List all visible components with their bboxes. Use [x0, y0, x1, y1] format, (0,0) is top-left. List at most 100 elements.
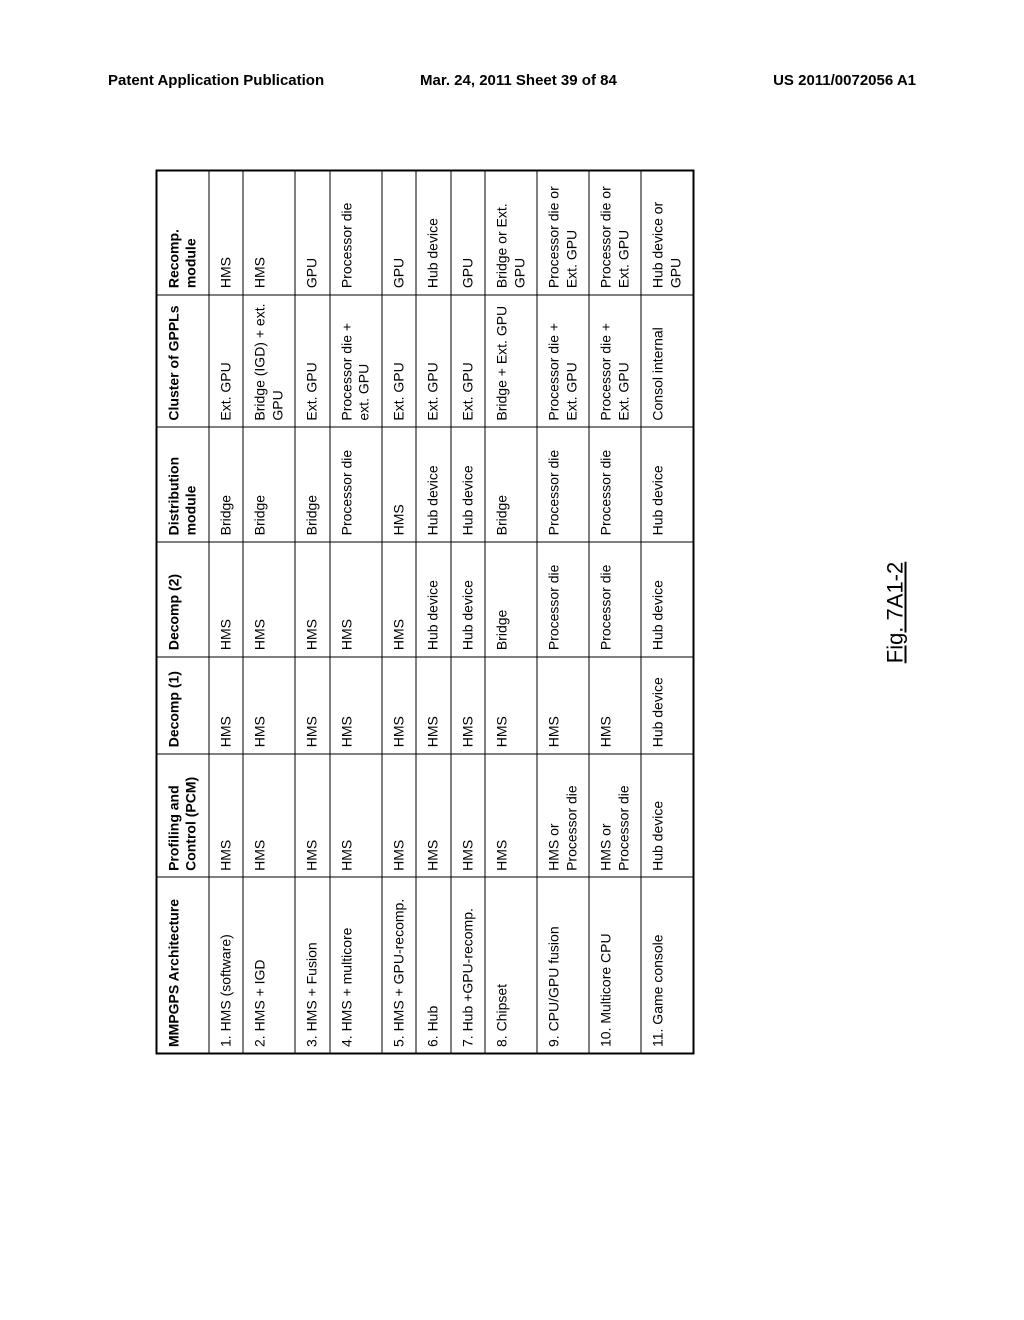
cell: 8. Chipset [485, 877, 537, 1054]
cell: Bridge [295, 427, 330, 542]
cell: GPU [382, 171, 417, 295]
cell: HMS [295, 657, 330, 754]
cell: 1. HMS (software) [209, 877, 244, 1054]
cell: Bridge [485, 542, 537, 657]
cell: HMS [243, 171, 295, 295]
cell: HMS [589, 657, 641, 754]
cell: HMS [485, 754, 537, 878]
table-row: 4. HMS + multicoreHMSHMSHMSProcessor die… [330, 171, 382, 1054]
cell: HMS [382, 657, 417, 754]
cell: Bridge [243, 427, 295, 542]
cell: Hub device [416, 427, 451, 542]
cell: HMS [209, 171, 244, 295]
cell: Ext. GPU [451, 295, 486, 427]
cell: Processor die [537, 427, 589, 542]
col-header: Recomp. module [156, 171, 209, 295]
cell: Hub device [641, 657, 694, 754]
cell: HMS [451, 657, 486, 754]
cell: HMS or Processor die [537, 754, 589, 878]
cell: Bridge [209, 427, 244, 542]
cell: HMS [295, 542, 330, 657]
cell: HMS [243, 657, 295, 754]
architecture-table: MMPGPS Architecture Profiling and Contro… [155, 170, 695, 1055]
cell: Processor die or Ext. GPU [537, 171, 589, 295]
table-row: 2. HMS + IGDHMSHMSHMSBridgeBridge (IGD) … [243, 171, 295, 1054]
table-row: 8. ChipsetHMSHMSBridgeBridgeBridge + Ext… [485, 171, 537, 1054]
cell: 7. Hub +GPU-recomp. [451, 877, 486, 1054]
cell: HMS [209, 657, 244, 754]
cell: HMS [243, 754, 295, 878]
cell: 6. Hub [416, 877, 451, 1054]
cell: HMS [382, 427, 417, 542]
cell: Hub device [641, 542, 694, 657]
col-header: Profiling and Control (PCM) [156, 754, 209, 878]
cell: Bridge or Ext. GPU [485, 171, 537, 295]
cell: Bridge [485, 427, 537, 542]
cell: Ext. GPU [416, 295, 451, 427]
cell: HMS [451, 754, 486, 878]
cell: HMS [416, 657, 451, 754]
cell: HMS [209, 754, 244, 878]
rotated-figure-wrap: MMPGPS Architecture Profiling and Contro… [68, 257, 953, 968]
cell: Ext. GPU [209, 295, 244, 427]
cell: GPU [295, 171, 330, 295]
table-body: 1. HMS (software)HMSHMSHMSBridgeExt. GPU… [209, 171, 694, 1054]
cell: Processor die [537, 542, 589, 657]
cell: HMS [382, 542, 417, 657]
cell: Ext. GPU [295, 295, 330, 427]
cell: 11. Game console [641, 877, 694, 1054]
table-row: 3. HMS + FusionHMSHMSHMSBridgeExt. GPUGP… [295, 171, 330, 1054]
cell: 3. HMS + Fusion [295, 877, 330, 1054]
table-row: 11. Game consoleHub deviceHub deviceHub … [641, 171, 694, 1054]
cell: 9. CPU/GPU fusion [537, 877, 589, 1054]
cell: Hub device or GPU [641, 171, 694, 295]
table-row: 7. Hub +GPU-recomp.HMSHMSHub deviceHub d… [451, 171, 486, 1054]
cell: HMS [295, 754, 330, 878]
cell: Hub device [451, 427, 486, 542]
col-header: MMPGPS Architecture [156, 877, 209, 1054]
cell: Hub device [416, 542, 451, 657]
header-center: Mar. 24, 2011 Sheet 39 of 84 [420, 72, 617, 89]
cell: HMS or Processor die [589, 754, 641, 878]
cell: Hub device [641, 754, 694, 878]
table-row: 9. CPU/GPU fusionHMS or Processor dieHMS… [537, 171, 589, 1054]
cell: Hub device [416, 171, 451, 295]
col-header: Cluster of GPPLs [156, 295, 209, 427]
cell: HMS [537, 657, 589, 754]
cell: Processor die or Ext. GPU [589, 171, 641, 295]
table-row: 5. HMS + GPU-recomp.HMSHMSHMSHMSExt. GPU… [382, 171, 417, 1054]
cell: HMS [485, 657, 537, 754]
cell: Consol internal [641, 295, 694, 427]
cell: 4. HMS + multicore [330, 877, 382, 1054]
cell: Processor die + ext. GPU [330, 295, 382, 427]
cell: Ext. GPU [382, 295, 417, 427]
cell: Bridge + Ext. GPU [485, 295, 537, 427]
cell: Processor die + Ext. GPU [537, 295, 589, 427]
cell: 5. HMS + GPU-recomp. [382, 877, 417, 1054]
cell: Processor die [330, 427, 382, 542]
page-header: Patent Application Publication Mar. 24, … [0, 72, 1024, 89]
cell: Hub device [641, 427, 694, 542]
table-row: 10. Multicore CPUHMS or Processor dieHMS… [589, 171, 641, 1054]
cell: 2. HMS + IGD [243, 877, 295, 1054]
cell: HMS [330, 542, 382, 657]
cell: HMS [330, 657, 382, 754]
col-header: Decomp (2) [156, 542, 209, 657]
cell: Hub device [451, 542, 486, 657]
table-header-row: MMPGPS Architecture Profiling and Contro… [156, 171, 209, 1054]
header-right: US 2011/0072056 A1 [773, 72, 916, 89]
cell: Processor die [589, 542, 641, 657]
table-row: 1. HMS (software)HMSHMSHMSBridgeExt. GPU… [209, 171, 244, 1054]
cell: Processor die + Ext. GPU [589, 295, 641, 427]
cell: HMS [416, 754, 451, 878]
cell: GPU [451, 171, 486, 295]
cell: Processor die [589, 427, 641, 542]
cell: 10. Multicore CPU [589, 877, 641, 1054]
table-row: 6. HubHMSHMSHub deviceHub deviceExt. GPU… [416, 171, 451, 1054]
figure-label: Fig. 7A1-2 [882, 562, 908, 664]
cell: Processor die [330, 171, 382, 295]
cell: Bridge (IGD) + ext. GPU [243, 295, 295, 427]
col-header: Distribution module [156, 427, 209, 542]
cell: HMS [243, 542, 295, 657]
col-header: Decomp (1) [156, 657, 209, 754]
